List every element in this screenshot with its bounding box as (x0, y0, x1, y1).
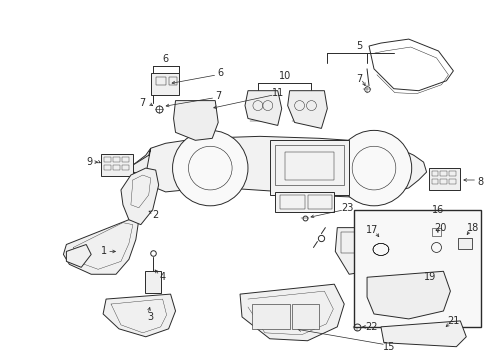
Polygon shape (103, 294, 175, 337)
Text: 8: 8 (476, 177, 482, 187)
Polygon shape (133, 136, 426, 197)
Bar (104, 165, 111, 170)
Bar (269, 140, 348, 195)
Text: 23: 23 (340, 203, 353, 213)
Text: 19: 19 (424, 272, 436, 282)
Circle shape (172, 130, 247, 206)
Bar (284, 152, 334, 180)
Polygon shape (380, 321, 466, 347)
Circle shape (336, 130, 411, 206)
Text: 2: 2 (152, 210, 159, 220)
Bar (150, 73, 178, 95)
Bar (448, 171, 455, 176)
Bar (113, 165, 120, 170)
Text: 21: 21 (446, 316, 459, 326)
Bar (168, 77, 176, 85)
Bar (279, 195, 304, 209)
Bar (457, 238, 471, 249)
Text: 9: 9 (86, 157, 92, 167)
Bar (113, 157, 120, 162)
Bar (431, 171, 438, 176)
Bar (431, 179, 438, 184)
Bar (440, 179, 447, 184)
Text: 5: 5 (355, 41, 362, 51)
Polygon shape (240, 284, 344, 341)
Text: 17: 17 (365, 225, 377, 235)
Polygon shape (121, 168, 158, 225)
Text: 16: 16 (431, 205, 444, 215)
Text: 4: 4 (159, 272, 165, 282)
Text: 10: 10 (278, 71, 290, 81)
Text: 11: 11 (271, 88, 284, 98)
Polygon shape (173, 100, 218, 140)
Polygon shape (335, 228, 398, 274)
Bar (101, 154, 133, 176)
Polygon shape (366, 271, 449, 319)
Polygon shape (244, 91, 281, 125)
Polygon shape (66, 244, 91, 267)
Text: 15: 15 (382, 342, 394, 352)
Bar (144, 271, 161, 293)
Bar (274, 192, 334, 212)
Text: 3: 3 (147, 312, 154, 322)
Bar (122, 157, 129, 162)
Polygon shape (366, 274, 443, 324)
Polygon shape (63, 220, 139, 274)
Bar (353, 210, 480, 327)
Bar (440, 171, 447, 176)
Text: 22: 22 (364, 322, 377, 332)
Bar (341, 231, 382, 253)
Bar (291, 304, 319, 329)
Text: 7: 7 (140, 98, 145, 108)
Bar (307, 195, 332, 209)
Text: 7: 7 (355, 74, 362, 84)
Bar (431, 228, 441, 235)
Bar (274, 145, 344, 185)
Bar (122, 165, 129, 170)
Polygon shape (133, 148, 150, 175)
Text: 7: 7 (215, 91, 221, 101)
Text: 18: 18 (466, 222, 478, 233)
Text: 6: 6 (217, 68, 223, 78)
Bar (104, 157, 111, 162)
Bar (448, 179, 455, 184)
Bar (427, 168, 459, 190)
Text: 20: 20 (433, 222, 446, 233)
Polygon shape (287, 91, 326, 129)
Bar (155, 77, 165, 85)
Bar (251, 304, 289, 329)
Text: 6: 6 (162, 54, 168, 64)
Text: 1: 1 (101, 247, 107, 256)
